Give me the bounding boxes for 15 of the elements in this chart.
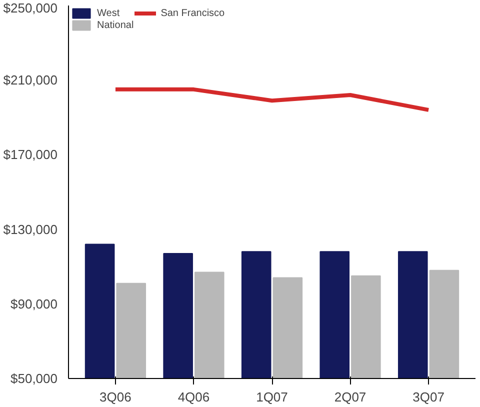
- y-tick-label: $170,000: [3, 147, 58, 162]
- legend-label: National: [97, 20, 134, 30]
- y-tick-label: $130,000: [3, 222, 58, 237]
- x-tick-label: 2Q07: [334, 390, 366, 404]
- legend-label: West: [97, 8, 120, 18]
- y-tick-label: $90,000: [10, 296, 58, 312]
- y-tick-label: $210,000: [3, 72, 58, 88]
- x-tick-label: 1Q07: [256, 390, 288, 404]
- x-tick-label: 3Q06: [100, 390, 132, 404]
- x-tick-label: 4Q06: [178, 390, 210, 404]
- line-series: [113, 87, 431, 112]
- y-tick-label: $50,000: [10, 371, 58, 386]
- x-tick-label: 3Q07: [412, 390, 444, 404]
- y-tick-label: $250,000: [3, 0, 58, 16]
- legend-label: San Francisco: [160, 8, 225, 18]
